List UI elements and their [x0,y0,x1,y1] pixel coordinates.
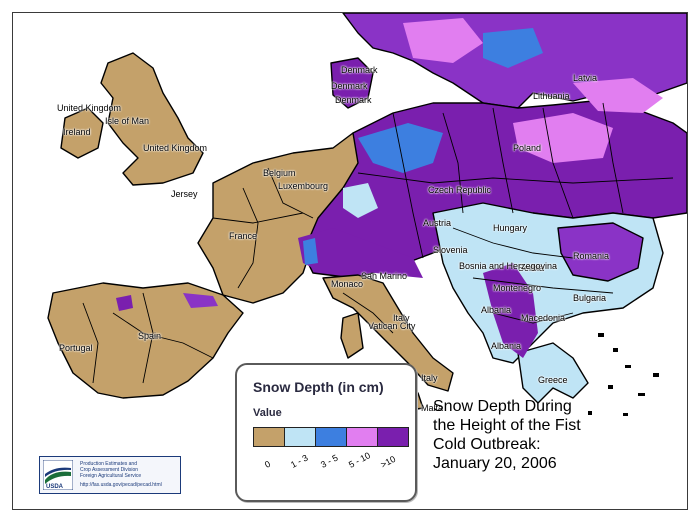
legend-label-gt-10: >10 [379,453,398,470]
label-denmark-1: Denmark [341,65,378,75]
label-albania-1: Albania [481,305,512,315]
caption-line-2: the Height of the Fist [433,417,581,434]
legend-label-0: 0 [263,458,273,470]
germany-blue [358,123,443,173]
snow-depth-map [47,13,687,416]
label-united-kingdom-2: United Kingdom [143,143,208,153]
label-italy-2: Italy [421,373,438,383]
label-slovenia: Slovenia [433,245,468,255]
map-frame: United Kingdom United Kingdom Isle of Ma… [12,12,688,510]
poland-pink [513,113,613,163]
switzerland-light [343,183,378,218]
spain-snow-2 [183,293,218,308]
label-lithuania: Lithuania [533,91,570,101]
legend-label-1-3: 1 - 3 [289,452,310,470]
label-latvia: Latvia [573,73,598,83]
legend-title: Snow Depth (in cm) [253,379,384,395]
legend-label-5-10: 5 - 10 [347,450,373,470]
caption-line-3: Cold Outbreak: [433,436,541,453]
label-spain: Spain [138,331,162,341]
label-monaco: Monaco [331,279,364,289]
snow-patches [116,18,663,358]
logo-url: http://fas.usda.gov/pecad/pecad.html [80,482,162,488]
label-malta: Malta [421,403,444,413]
label-denmark-2: Denmark [331,81,368,91]
swatch-gt-10 [378,428,408,446]
label-albania-2: Albania [491,341,522,351]
swatch-3-5 [316,428,347,446]
label-portugal: Portugal [59,343,93,353]
denmark-region [330,57,374,109]
label-hungary: Hungary [493,223,528,233]
label-luxembourg: Luxembourg [278,181,329,191]
legend-label-3-5: 3 - 5 [319,452,340,470]
label-san-marino: San Marino [361,271,408,281]
logo-text: Production Estimates and Crop Assessment… [80,461,141,479]
balkans-purple [483,263,538,358]
scandinavia-pink [403,18,483,63]
scandinavia-blue [483,28,543,68]
label-greece: Greece [538,375,568,385]
label-romania: Romania [573,251,610,261]
label-italy-1: Italy [393,313,410,323]
legend-swatches [253,427,409,447]
logo-line-3: Foreign Agricultural Service [80,473,142,479]
swatch-1-3 [285,428,316,446]
usda-logo: USDA Production Estimates and Crop Asses… [39,456,181,494]
swatch-0 [254,428,285,446]
label-denmark-3: Denmark [335,95,372,105]
label-bulgaria: Bulgaria [573,293,607,303]
france-snow [303,238,318,265]
label-macedonia: Macedonia [521,313,566,323]
aegean-islands [588,333,659,416]
label-jersey: Jersey [171,189,198,199]
great-britain [100,52,204,186]
iberia [47,282,244,399]
baltic-pink [573,78,663,113]
label-united-kingdom-1: United Kingdom [57,103,122,113]
label-austria: Austria [423,218,452,228]
ireland [60,107,104,159]
balkans-region [432,202,664,364]
greece [517,342,589,404]
usda-brand-text: USDA [46,484,64,490]
map-caption: Snow Depth During the Height of the Fist… [433,397,581,473]
usda-emblem-icon: USDA [43,460,73,490]
map-legend: Snow Depth (in cm) Value 0 1 - 3 3 - 5 5… [235,363,417,502]
interior-borders [82,102,674,384]
label-ireland: Ireland [63,127,91,137]
label-isle-of-man: Isle of Man [105,116,150,126]
alps-snow [298,228,423,278]
logo-line-1: Production Estimates and [80,461,137,467]
label-montenegro: Montenegro [493,283,542,293]
caption-line-4: January 20, 2006 [433,455,557,472]
spain-snow-1 [116,295,133,311]
land-layer [47,13,687,414]
legend-subtitle: Value [253,407,282,419]
label-serbia: Serbia [518,263,545,273]
swatch-5-10 [347,428,378,446]
label-bosnia: Bosnia and Herzegovina [459,261,558,271]
label-czech-republic: Czech Republic [428,185,492,195]
label-belgium: Belgium [263,168,296,178]
label-vatican-city: Vatican City [368,321,416,331]
sardinia [340,312,364,359]
logo-line-2: Crop Assessment Division [80,467,139,473]
label-france: France [229,231,258,241]
caption-line-1: Snow Depth During [433,398,572,415]
label-poland: Poland [513,143,542,153]
